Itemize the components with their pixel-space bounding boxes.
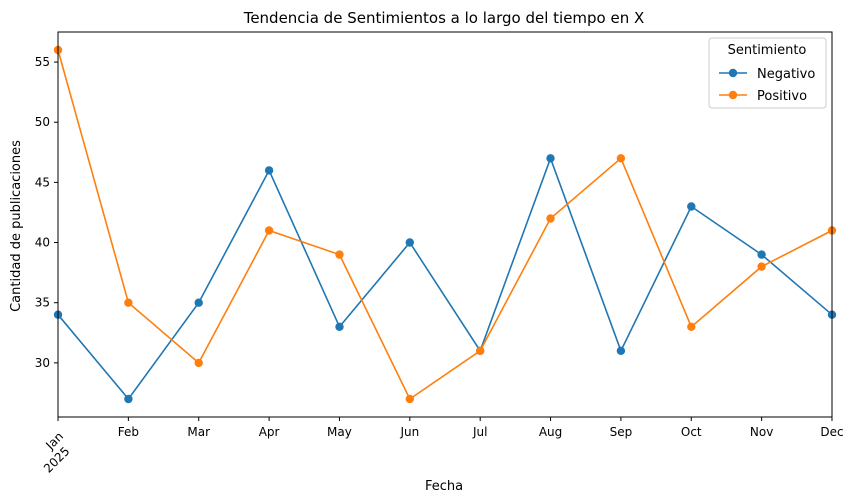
x-tick-label: Feb [118,425,139,439]
plot-area: 30 35 40 45 50 55 Jan2025 Feb Mar Apr May Jun Jul Aug… [30,31,844,476]
data-point-positivo [757,262,766,271]
legend-box [708,37,827,109]
data-point-positivo [687,322,696,331]
x-tick-label: Nov [750,425,773,439]
legend: Sentimiento Negativo Positivo [708,37,827,109]
y-tick-label: 30 [35,356,50,370]
y-axis-label: Cantidad de publicaciones [9,140,24,312]
x-tick-label: Oct [681,425,702,439]
y-tick-label: 35 [35,296,50,310]
data-point-negativo [264,166,274,175]
y-tick-label: 40 [35,236,50,250]
data-point-negativo [757,250,766,259]
data-point-negativo [405,238,414,247]
y-tick-label: 50 [35,115,50,129]
data-point-negativo [687,202,696,211]
plot-frame [57,31,833,418]
data-point-positivo [476,346,485,355]
legend-marker-negativo [728,68,738,78]
data-point-negativo [124,394,133,404]
legend-marker-positivo [728,90,738,100]
x-tick-label: Jan2025 [30,429,76,475]
data-point-positivo [405,394,414,404]
x-tick-label: Dec [820,425,843,439]
x-axis-label: Fecha [425,479,463,494]
x-tick-label: Jun [399,425,419,439]
legend-label-negativo: Negativo [757,67,815,82]
x-tick-label: Aug [539,425,562,439]
x-tick-label: Jul [472,425,487,439]
data-point-negativo [616,346,626,355]
data-point-positivo [194,358,203,368]
legend-label-positivo: Positivo [757,89,807,104]
series-line-negativo [57,155,833,401]
legend-title: Sentimiento [728,43,807,58]
data-point-negativo [335,322,344,331]
data-point-positivo [546,214,555,223]
data-point-positivo [616,154,626,163]
series-line-positivo [57,49,833,401]
data-point-negativo [546,154,555,163]
data-point-positivo [124,298,133,307]
chart-title: Tendencia de Sentimientos a lo largo del… [243,9,645,27]
data-point-positivo [264,226,274,235]
data-point-positivo [335,250,344,259]
y-tick-label: 55 [35,55,50,69]
x-tick-label: May [327,425,352,439]
y-tick-label: 45 [35,175,50,189]
x-tick-label: Mar [187,425,210,439]
data-point-negativo [194,298,203,307]
x-tick-label: Sep [610,425,633,439]
x-tick-label: Apr [259,425,280,439]
